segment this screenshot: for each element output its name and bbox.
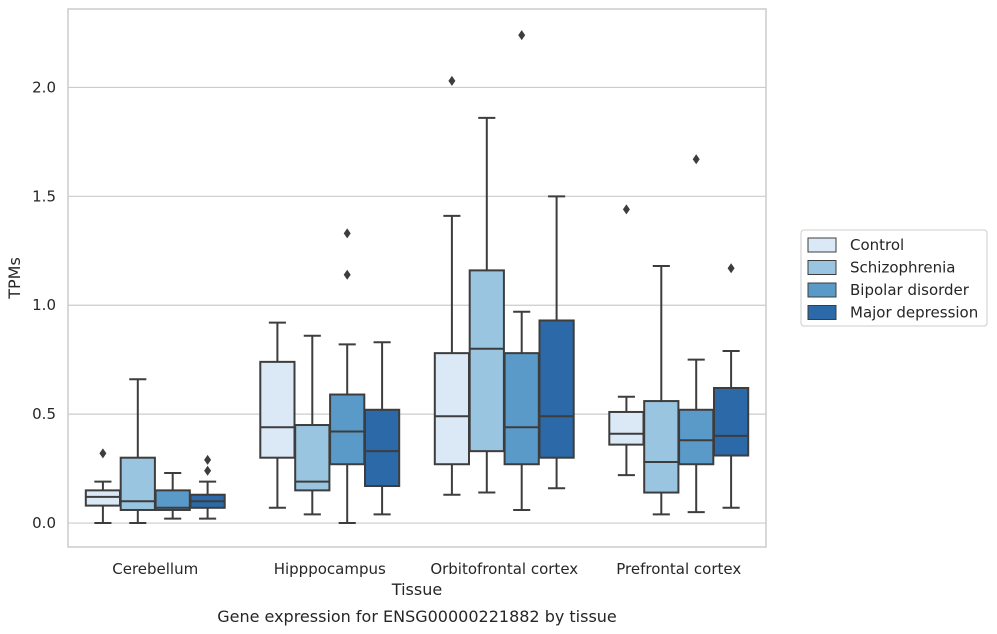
y-tick-label: 1.5 [32,187,56,205]
outlier-point [343,228,351,239]
series-group [154,30,715,525]
x-axis-ticks: Cerebellum Hipppocampus Orbitofrontal cort… [112,560,741,578]
box [259,360,296,459]
outlier-point [518,30,526,41]
outlier-point [448,75,456,86]
legend-swatch [807,282,837,298]
outlier-point [204,465,212,476]
y-tick-label: 0.0 [32,514,56,532]
box [294,424,331,492]
series-group [84,75,645,525]
legend-swatch [807,237,837,253]
box [329,393,366,466]
x-tick-label: Prefrontal cortex [616,560,741,578]
x-tick-label: Orbitofrontal cortex [430,560,578,578]
legend-label: Control [850,236,904,254]
box [538,319,575,459]
y-tick-label: 0.5 [32,405,56,423]
outlier-point [99,448,107,459]
legend-label: Bipolar disorder [850,281,970,299]
box [433,352,471,466]
series-group [119,116,680,525]
box [678,408,715,466]
legend-swatch [807,260,837,275]
chart-caption: Gene expression for ENSG00000221882 by t… [217,607,617,626]
legend: Control Schizophrenia Bipolar disorder Majo… [800,229,988,327]
plot-area-frame [67,8,767,548]
series-group [189,195,750,520]
box [468,269,505,453]
box [643,400,680,494]
box [363,408,401,488]
y-axis-ticks: 0.0 0.5 1.0 1.5 2.0 [32,78,56,532]
outlier-point [343,269,351,280]
box-series [84,30,750,525]
legend-swatch [807,305,837,320]
legend-label: Schizophrenia [850,259,955,277]
x-tick-label: Cerebellum [112,560,198,578]
y-axis-label: TPMs [5,257,24,300]
grid [68,86,766,524]
outlier-point [692,154,700,165]
x-tick-label: Hipppocampus [274,560,386,578]
box [712,386,750,457]
box [84,489,122,507]
outlier-point [727,263,735,274]
box [608,410,645,446]
y-tick-label: 2.0 [32,78,56,96]
x-axis-label: Tissue [391,580,442,599]
y-tick-label: 1.0 [32,296,56,314]
outlier-point [622,204,630,215]
box [503,352,540,466]
legend-label: Major depression [850,304,978,322]
outlier-point [204,454,212,465]
legend-frame [800,229,988,327]
